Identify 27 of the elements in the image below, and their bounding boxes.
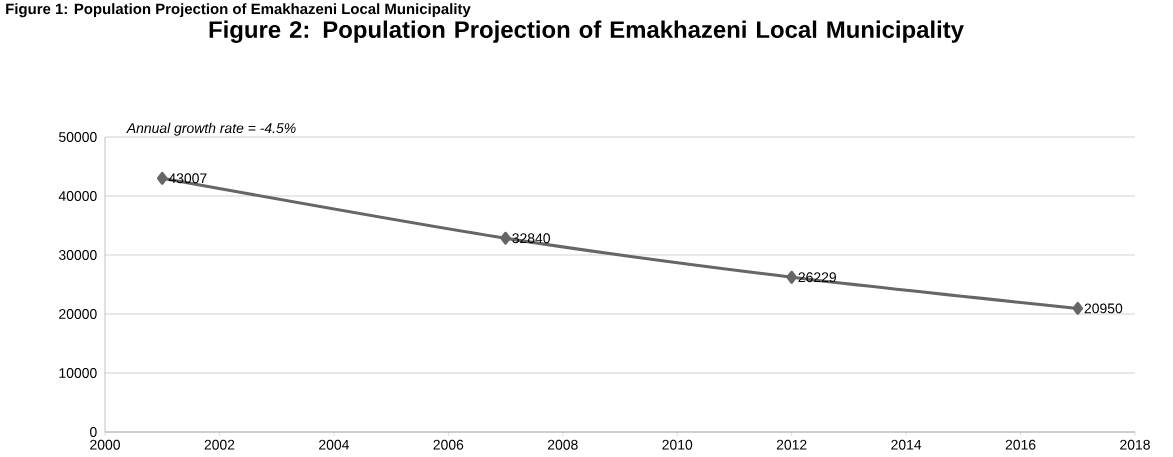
point <box>500 231 511 245</box>
y-tick-label: 10000 <box>59 368 97 378</box>
point <box>786 270 797 284</box>
point <box>156 171 168 185</box>
y-tick-label: 50000 <box>59 132 97 142</box>
x-tick-label: 2018 <box>1120 439 1150 450</box>
text: Annual growth rate = -4.5% <box>126 122 296 136</box>
data-label: 32840 <box>512 233 550 244</box>
data-label: 43007 <box>168 173 207 184</box>
chart-title: Figure 2: Population Projection of Emakhazeni Local Municipality <box>209 20 964 43</box>
x-tick-label: 2000 <box>90 439 120 450</box>
x-tick-label: 2010 <box>662 439 693 450</box>
y-tick-label: 20000 <box>59 309 97 319</box>
x-tick-label: 2006 <box>433 439 464 450</box>
caption: Figure 1: Population Projection of Emakhazeni Local Municipality <box>6 3 471 18</box>
y-tick-label: 40000 <box>58 191 97 201</box>
x-tick-label: 2002 <box>204 439 235 450</box>
x-tick-label: 2012 <box>776 439 807 450</box>
data-label: 26229 <box>798 272 836 283</box>
x-tick-label: 2016 <box>1005 439 1036 450</box>
y-tick-label: 30000 <box>58 250 97 260</box>
x-tick-label: 2008 <box>547 439 578 450</box>
data-label: 20950 <box>1084 303 1123 314</box>
point <box>1072 301 1084 315</box>
y-tick-label: 0 <box>90 427 97 437</box>
x-tick-label: 2014 <box>891 439 922 450</box>
x-tick-label: 2004 <box>319 439 349 450</box>
